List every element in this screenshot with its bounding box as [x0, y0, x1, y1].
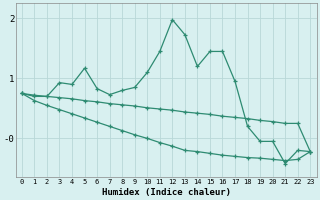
- X-axis label: Humidex (Indice chaleur): Humidex (Indice chaleur): [101, 188, 231, 197]
